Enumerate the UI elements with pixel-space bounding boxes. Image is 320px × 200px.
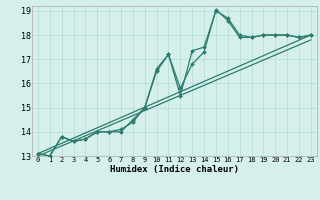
X-axis label: Humidex (Indice chaleur): Humidex (Indice chaleur) [110,165,239,174]
